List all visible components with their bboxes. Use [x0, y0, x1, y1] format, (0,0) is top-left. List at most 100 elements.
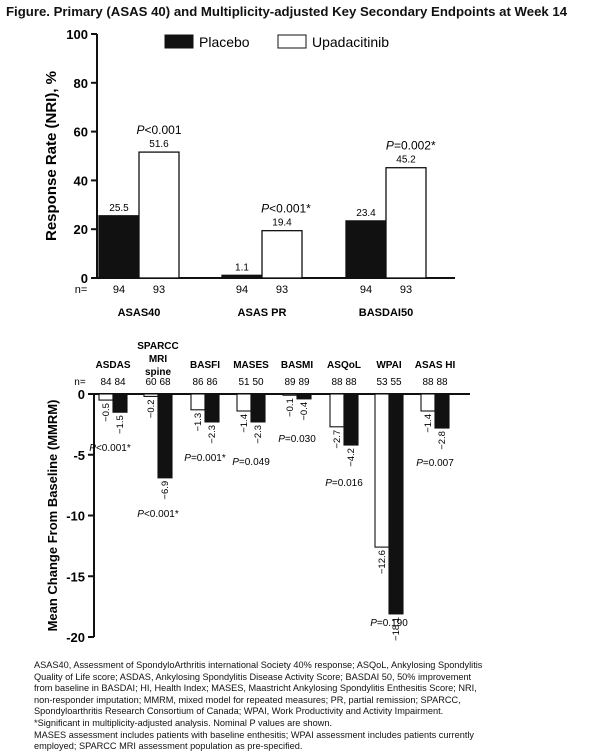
bar-value-label: 25.5	[109, 203, 129, 214]
footnote-line: ASAS40, Assessment of SpondyloArthritis …	[34, 660, 483, 670]
y-tick-label: 0	[81, 271, 88, 286]
bar-placebo	[374, 393, 390, 548]
bar-value-label: −18.1	[391, 617, 402, 641]
bar-value-label: 1.1	[235, 262, 249, 273]
bar-value-label: 45.2	[396, 155, 416, 166]
chart-canvas: 0 20 40 60 80 100 Response Rate (NRI), % Placeb…	[43, 27, 470, 645]
y-tick-label: -5	[73, 448, 85, 463]
bar-placebo	[282, 393, 298, 396]
bar-upadacitinib	[138, 151, 180, 279]
footnotes: ASAS40, Assessment of SpondyloArthritis …	[34, 660, 594, 753]
category-label: ASAS40	[118, 307, 161, 319]
bar-value-label: −2.3	[207, 425, 218, 444]
y-axis-title: Response Rate (NRI), %	[43, 71, 60, 241]
n-value: 68	[159, 377, 171, 388]
n-value: 89	[298, 377, 310, 388]
n-value: 93	[153, 284, 165, 296]
p-value-label: P=0.007	[416, 458, 454, 469]
n-value: 94	[113, 284, 125, 296]
bar-placebo	[329, 393, 345, 428]
bar-value-label: −0.1	[285, 398, 296, 417]
n-value: 60	[145, 377, 157, 388]
legend-label-placebo: Placebo	[199, 34, 250, 50]
bar-value-label: 19.4	[272, 218, 292, 229]
bar-upadacitinib	[250, 393, 266, 423]
y-tick-label: -15	[66, 569, 85, 584]
p-value-label: P=0.016	[325, 478, 363, 489]
legend-label-upadacitinib: Upadacitinib	[312, 34, 389, 50]
bar-value-label: −2.3	[253, 425, 264, 444]
category-label: ASQoL	[327, 360, 361, 371]
n-value: 50	[252, 377, 264, 388]
n-value: 88	[422, 377, 434, 388]
n-value: 53	[376, 377, 388, 388]
bar-upadacitinib	[112, 393, 128, 413]
n-value: 88	[436, 377, 448, 388]
category-label: ASAS HI	[415, 360, 456, 371]
bar-upadacitinib	[261, 230, 303, 279]
category-label: SPARCC MRI spine	[137, 341, 178, 378]
n-value: 93	[276, 284, 288, 296]
bar-value-label: −1.4	[423, 414, 434, 433]
footnote-line: MASES assessment includes patients with …	[34, 729, 475, 740]
bar-value-label: −1.4	[239, 414, 250, 433]
y-tick-label: 60	[74, 125, 88, 140]
footnote-line: from baseline in BASDAI; HI, Health Inde…	[34, 683, 477, 694]
n-value: 88	[345, 377, 357, 388]
bar-value-label: −0.2	[146, 399, 157, 418]
bar-value-label: −6.9	[160, 481, 171, 500]
footnote-line: employed; SPARCC MRI assessment populati…	[34, 741, 303, 752]
p-value-label: P<0.001	[136, 123, 181, 137]
bar-value-label: 51.6	[149, 139, 169, 150]
bar-placebo	[420, 393, 436, 412]
y-tick-label: 100	[66, 27, 88, 42]
category-label: ASDAS	[95, 360, 130, 371]
legend-swatch-placebo	[164, 34, 194, 49]
n-value: 84	[114, 377, 126, 388]
footnote-line: Spondyloarthritis Research Consortium of…	[34, 706, 444, 717]
bar-upadacitinib	[388, 393, 404, 615]
figure-title: Figure. Primary (ASAS 40) and Multiplici…	[6, 4, 568, 19]
n-label: n=	[74, 377, 86, 388]
bar-placebo	[143, 393, 159, 397]
bar-value-label: −12.6	[377, 550, 388, 574]
n-value: 89	[284, 377, 296, 388]
p-value-label: P=0.002*	[386, 139, 436, 153]
p-value-label: P<0.001*	[261, 202, 311, 216]
bar-placebo	[98, 215, 140, 279]
n-value: 88	[331, 377, 343, 388]
y-tick-label: 40	[74, 173, 88, 188]
category-label: ASAS PR	[238, 307, 287, 319]
bar-placebo	[190, 393, 206, 411]
bar-value-label: −2.8	[437, 431, 448, 450]
n-value: 51	[238, 377, 250, 388]
bar-upadacitinib	[204, 393, 220, 423]
y-tick-label: -10	[66, 509, 85, 524]
footnote-line: *Significant in multiplicity-adjusted an…	[34, 717, 333, 728]
n-value: 94	[236, 284, 248, 296]
bar-upadacitinib	[296, 393, 312, 400]
bar-upadacitinib	[343, 393, 359, 446]
p-value-label: P=0.001*	[184, 453, 226, 464]
n-value: 86	[192, 377, 204, 388]
category-label: BASMI	[281, 360, 313, 371]
footnote-line: non-responder imputation; MMRM, mixed mo…	[34, 694, 461, 705]
footnote-line: Quality of Life score; ASDAS, Ankylosing…	[34, 671, 472, 682]
bar-value-label: 23.4	[356, 208, 376, 219]
bar-value-label: −1.5	[115, 415, 126, 434]
n-value: 93	[400, 284, 412, 296]
n-value: 84	[100, 377, 112, 388]
bar-value-label: −2.7	[332, 430, 343, 449]
y-axis-title: Mean Change From Baseline (MMRM)	[45, 400, 60, 632]
y-tick-label: -20	[66, 630, 85, 645]
legend-swatch-upadacitinib	[277, 34, 307, 49]
category-label: BASDAI50	[359, 307, 413, 319]
y-tick-label: 20	[74, 222, 88, 237]
bar-value-label: −1.3	[193, 413, 204, 432]
bar-placebo	[98, 393, 114, 401]
p-value-label: P<0.001*	[89, 443, 131, 454]
p-value-label: P=0.030	[278, 434, 316, 445]
bar-placebo	[345, 220, 387, 279]
p-value-label: P=0.190	[370, 618, 408, 629]
